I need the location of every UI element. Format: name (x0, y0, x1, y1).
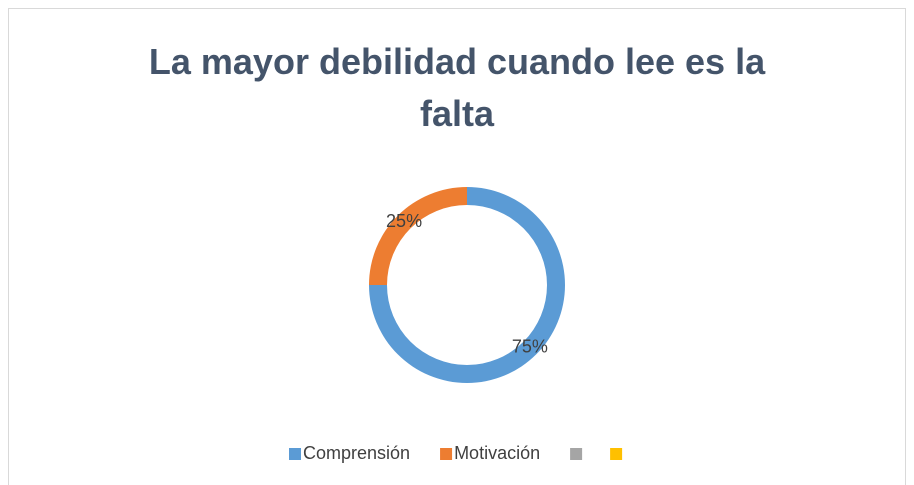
legend-swatch (440, 448, 453, 460)
legend-label: Comprensión (303, 443, 410, 463)
chart-border (8, 8, 906, 485)
legend-swatch (289, 448, 301, 460)
data-label: 75% (512, 337, 548, 357)
chart-title: La mayor debilidad cuando lee es la falt… (148, 41, 766, 134)
data-label: 25% (386, 211, 422, 231)
legend-swatch (610, 448, 623, 460)
legend-label: Motivación (454, 443, 540, 463)
slice (369, 187, 467, 285)
legend-swatch (570, 448, 583, 460)
